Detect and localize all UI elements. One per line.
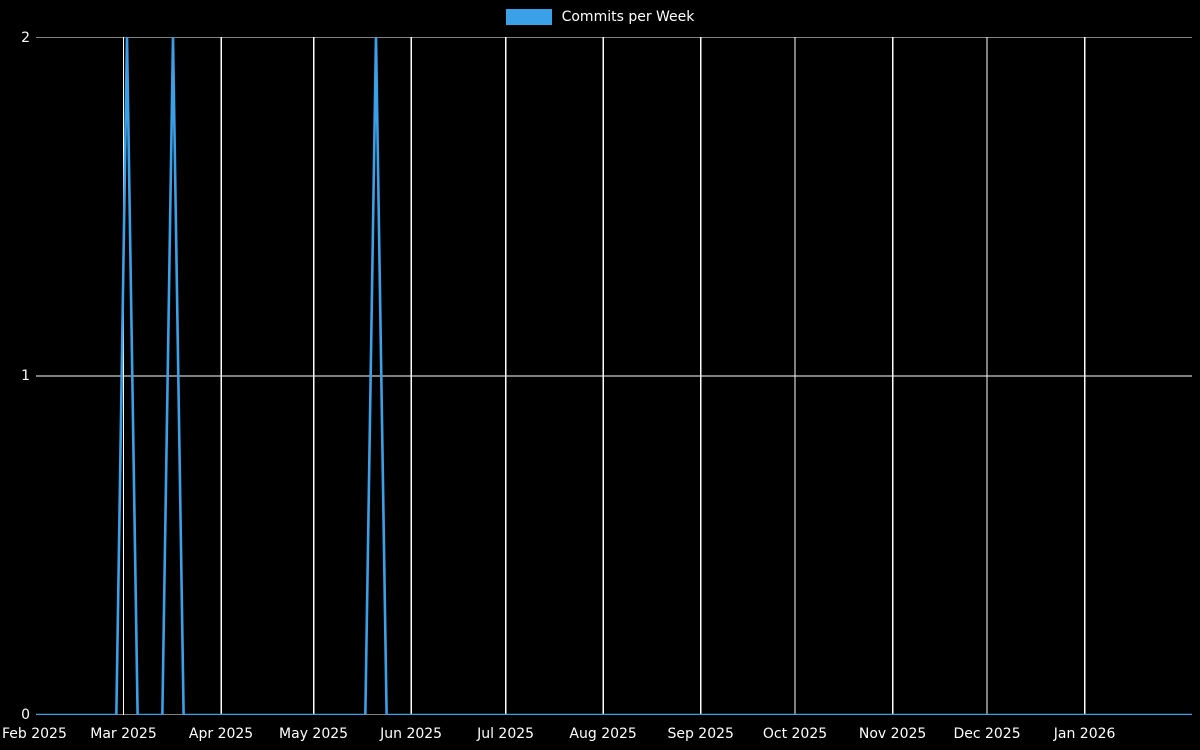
legend-label-commits-per-week: Commits per Week (561, 9, 695, 25)
plot-svg (36, 37, 1192, 715)
vertical-gridlines (122, 37, 1086, 715)
x-axis-tick-label-6: Aug 2025 (569, 726, 637, 742)
plot-area (36, 37, 1192, 715)
x-axis-tick-label-5: Jul 2025 (477, 726, 535, 742)
x-axis-tick-label-9: Nov 2025 (858, 726, 927, 742)
y-axis-tick-label-1: 1 (21, 368, 30, 384)
y-axis-tick-label-0: 0 (21, 707, 30, 723)
legend-swatch-commits-per-week (505, 9, 552, 25)
x-axis-tick-label-0: Feb 2025 (2, 726, 67, 742)
series-group-commits-per-week (36, 37, 1192, 715)
x-axis-tick-label-3: May 2025 (279, 726, 349, 742)
x-axis-tick-label-1: Mar 2025 (90, 726, 157, 742)
series-line-commits-per-week (36, 37, 1192, 715)
horizontal-gridlines (36, 37, 1192, 715)
x-axis-tick-label-8: Oct 2025 (762, 726, 828, 742)
x-axis-tick-label-11: Jan 2026 (1053, 726, 1116, 742)
x-axis-tick-label-7: Sep 2025 (667, 726, 734, 742)
chart-legend: Commits per Week (0, 6, 1200, 28)
x-axis-tick-label-2: Apr 2025 (188, 726, 254, 742)
x-axis-tick-label-4: Jun 2025 (380, 726, 443, 742)
x-axis-tick-label-10: Dec 2025 (953, 726, 1021, 742)
y-axis-tick-label-2: 2 (21, 30, 30, 46)
